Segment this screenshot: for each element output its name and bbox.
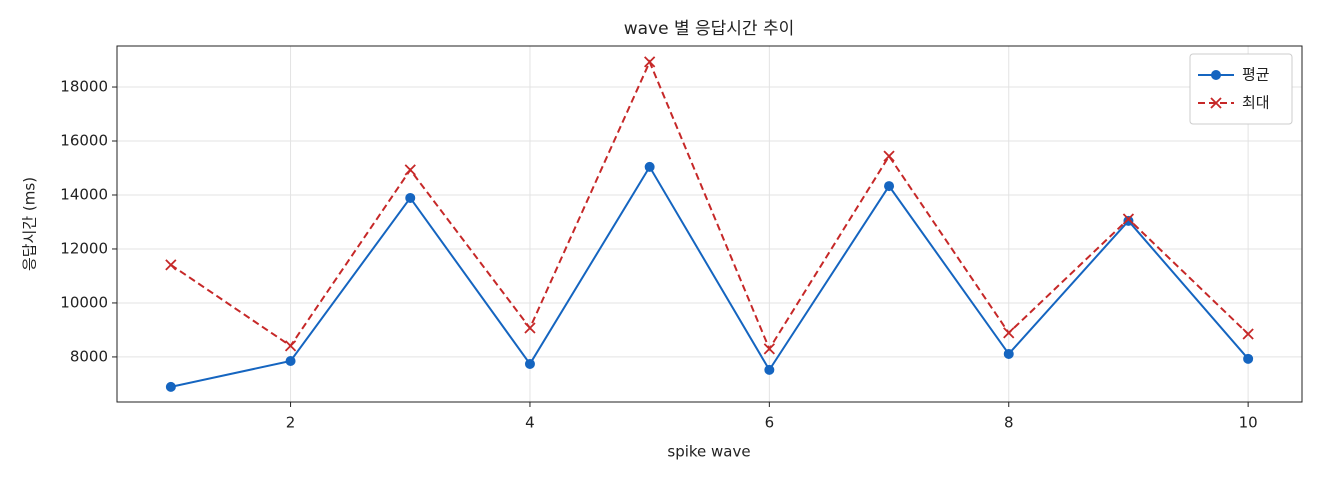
marker — [763, 343, 775, 355]
marker — [404, 164, 416, 176]
legend-box — [1189, 53, 1293, 125]
marker — [644, 56, 656, 68]
y-tick-label: 12000 — [60, 239, 108, 257]
marker-stroke — [1242, 328, 1254, 340]
series-line — [170, 59, 1249, 352]
x-tick-label: 10 — [1239, 414, 1258, 432]
marker — [405, 192, 416, 203]
series-line — [170, 164, 1249, 388]
plot-frame — [116, 45, 1303, 403]
marker — [1003, 348, 1014, 359]
x-tick-label: 6 — [765, 414, 775, 432]
x-tick-label: 2 — [286, 414, 296, 432]
marker — [524, 322, 536, 334]
marker — [165, 381, 176, 392]
chart-title: wave 별 응답시간 추이 — [624, 19, 795, 39]
x-tick-label: 4 — [525, 414, 535, 432]
marker-stroke — [165, 259, 177, 271]
y-tick-label: 14000 — [60, 185, 108, 203]
marker — [1123, 215, 1134, 226]
y-tick-label: 18000 — [60, 78, 108, 96]
marker — [524, 358, 535, 369]
marker — [1210, 97, 1222, 109]
marker-stroke — [524, 322, 536, 334]
y-tick-label: 10000 — [60, 293, 108, 311]
y-tick-label: 16000 — [60, 132, 108, 150]
marker — [883, 150, 895, 162]
legend-label: 최대 — [1242, 94, 1270, 112]
marker-stroke — [284, 340, 297, 352]
marker — [165, 259, 177, 271]
y-tick-label: 8000 — [70, 347, 108, 365]
legend-label: 평균 — [1242, 66, 1270, 84]
marker-stroke — [644, 56, 656, 68]
x-axis-label: spike wave — [667, 443, 750, 461]
marker-stroke — [404, 164, 416, 176]
marker — [1211, 70, 1221, 80]
marker-stroke — [1003, 327, 1015, 339]
marker-stroke — [1210, 97, 1222, 109]
marker — [284, 340, 297, 352]
marker — [1122, 213, 1135, 225]
marker — [1243, 353, 1254, 364]
marker — [1242, 328, 1254, 340]
marker — [1003, 327, 1015, 339]
marker-stroke — [883, 150, 895, 162]
marker — [644, 161, 655, 172]
marker-stroke — [1122, 213, 1135, 225]
y-axis-label: 응답시간 (ms) — [21, 177, 39, 271]
marker — [884, 181, 895, 192]
marker — [285, 355, 296, 366]
marker-stroke — [763, 343, 775, 355]
x-tick-label: 8 — [1004, 414, 1014, 432]
marker — [764, 364, 775, 375]
